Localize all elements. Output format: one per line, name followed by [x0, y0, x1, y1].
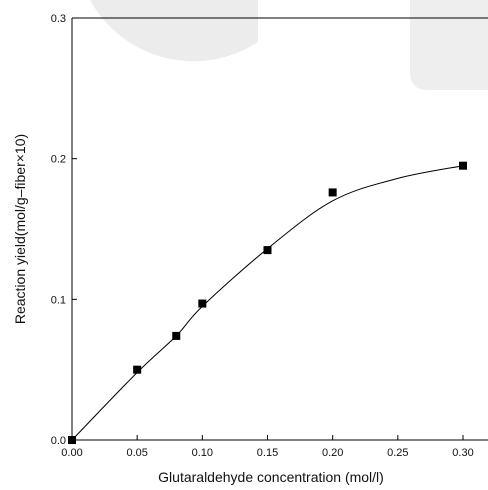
- fit-curve: [71, 165, 464, 441]
- watermark: [90, 0, 488, 90]
- y-axis-ticks: 0.0 0.1 0.2 0.3: [51, 13, 77, 447]
- watermark-block: [410, 0, 488, 90]
- watermark-arc: [90, 0, 258, 62]
- x-tick-label: 0.15: [257, 447, 278, 459]
- y-tick-label: 0.0: [51, 435, 66, 447]
- x-tick-label: 0.20: [322, 447, 343, 459]
- x-tick-label: 0.00: [61, 447, 82, 459]
- data-point-marker: [459, 161, 467, 170]
- data-point-marker: [198, 299, 207, 308]
- x-axis-ticks: 0.00 0.05 0.10 0.15 0.20 0.25 0.30: [61, 435, 474, 459]
- data-point-marker: [328, 188, 337, 197]
- y-axis-title: Reaction yield(mol/g–fiber×10): [12, 134, 28, 324]
- y-tick-label: 0.3: [51, 13, 66, 25]
- data-point-marker: [263, 246, 272, 255]
- x-tick-label: 0.30: [452, 447, 473, 459]
- x-tick-label: 0.10: [192, 447, 213, 459]
- data-point-marker: [172, 331, 181, 340]
- y-tick-label: 0.1: [51, 294, 66, 306]
- data-point-marker: [133, 365, 142, 374]
- x-tick-label: 0.25: [387, 447, 408, 459]
- x-axis-title: Glutaraldehyde concentration (mol/l): [158, 469, 384, 485]
- data-point-marker: [68, 436, 76, 444]
- x-tick-label: 0.05: [126, 447, 147, 459]
- data-points: [68, 161, 467, 444]
- y-tick-label: 0.2: [51, 154, 66, 166]
